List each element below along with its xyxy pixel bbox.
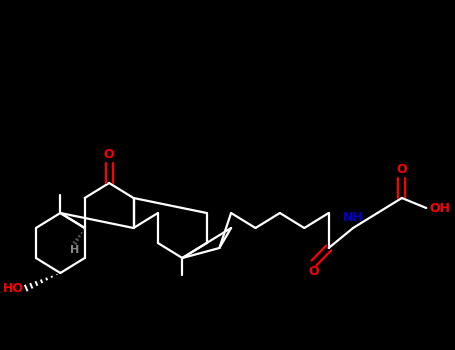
Text: NH: NH [343,211,364,224]
Text: O: O [309,265,319,278]
Text: HO: HO [3,281,24,294]
Text: OH: OH [429,202,450,215]
Text: O: O [397,163,407,176]
Text: O: O [104,148,114,161]
Text: H: H [71,245,80,255]
